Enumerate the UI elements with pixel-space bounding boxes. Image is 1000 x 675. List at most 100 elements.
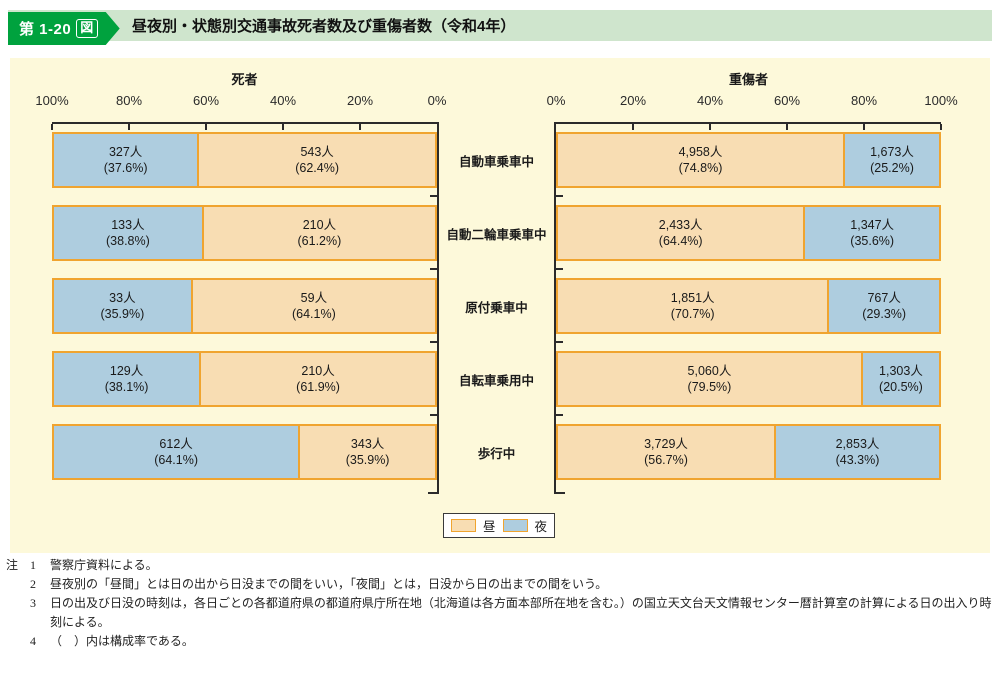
night-segment: 327人 (37.6%)	[54, 134, 198, 186]
legend-night-label: 夜	[534, 520, 548, 534]
segment-value: 612人	[159, 436, 193, 451]
legend-day-label: 昼	[482, 520, 496, 534]
segment-percent: (64.1%)	[154, 453, 198, 467]
day-segment: 1,851人 (70.7%)	[558, 280, 828, 332]
segment-percent: (35.9%)	[345, 453, 390, 467]
segment-value: 1,303人	[879, 363, 923, 378]
night-segment: 1,673人 (25.2%)	[842, 134, 939, 186]
axis-tick-label: 0%	[427, 93, 447, 108]
axis-tick	[709, 124, 711, 130]
axis-tick	[863, 124, 865, 130]
segment-value: 210人	[301, 363, 335, 378]
day-segment: 343人 (35.9%)	[298, 426, 435, 478]
day-segment: 59人 (64.1%)	[190, 280, 435, 332]
segment-percent: (70.7%)	[670, 307, 715, 321]
row-boundary-tick	[556, 195, 563, 197]
axis-baseline	[554, 122, 556, 494]
segment-value: 1,673人	[870, 144, 914, 159]
night-segment: 133人 (38.8%)	[54, 207, 202, 259]
night-segment: 2,853人 (43.3%)	[774, 426, 939, 478]
segment-value: 4,958人	[678, 144, 723, 159]
axis-tick-label: 40%	[269, 93, 297, 108]
row-boundary-tick	[556, 341, 563, 343]
bar-row: 5,060人 (79.5%) 1,303人 (20.5%)	[556, 351, 941, 407]
axis-tick-label: 80%	[850, 93, 878, 108]
note-1: 1 警察庁資料による。	[30, 558, 158, 572]
day-segment: 4,958人 (74.8%)	[558, 134, 843, 186]
figure-number-badge: 第 1-20 図	[8, 12, 120, 45]
segment-percent: (25.2%)	[870, 161, 914, 175]
axis-tick	[128, 124, 130, 130]
note-4: 4 （ ）内は構成率である。	[30, 634, 194, 648]
legend-night-swatch	[502, 519, 528, 532]
axis-tick	[632, 124, 634, 130]
axis-tick-label: 60%	[773, 93, 801, 108]
segment-value: 5,060人	[687, 363, 732, 378]
segment-percent: (43.3%)	[835, 453, 880, 467]
bar-row: 3,729人 (56.7%) 2,853人 (43.3%)	[556, 424, 941, 480]
figure-number-text: 第 1-20	[19, 21, 72, 38]
segment-value: 343人	[350, 436, 385, 451]
legend: 昼 夜	[443, 513, 555, 538]
axis-end-tick	[556, 492, 565, 494]
axis-line	[556, 122, 941, 124]
right-chart-title: 重傷者	[728, 72, 768, 87]
segment-percent: (74.8%)	[678, 161, 723, 175]
night-segment: 33人 (35.9%)	[54, 280, 191, 332]
segment-value: 129人	[109, 363, 144, 378]
segment-percent: (37.6%)	[103, 161, 148, 175]
bar-row: 133人 (38.8%) 210人 (61.2%)	[52, 205, 437, 261]
axis-end-tick	[428, 492, 437, 494]
segment-value: 210人	[302, 217, 337, 232]
bar-row: 33人 (35.9%) 59人 (64.1%)	[52, 278, 437, 334]
segment-percent: (20.5%)	[879, 380, 923, 394]
segment-percent: (64.4%)	[658, 234, 703, 248]
segment-percent: (62.4%)	[295, 161, 339, 175]
night-segment: 612人 (64.1%)	[54, 426, 299, 478]
category-label: 自動二輪車乗車中	[446, 227, 547, 242]
segment-percent: (38.8%)	[106, 234, 150, 248]
segment-value: 1,347人	[850, 217, 895, 232]
segment-value: 543人	[300, 144, 334, 159]
chart-panel: 死者 重傷者 昼 夜 100% 80% 60% 40% 20% 0% 327人 (37.6%)…	[10, 58, 990, 553]
segment-value: 33人	[109, 290, 136, 305]
note-3: 3 日の出及び日没の時刻は，各日ごとの各都道府県の都道府県庁所在地（北海道は各方…	[30, 596, 992, 629]
segment-percent: (35.6%)	[850, 234, 895, 248]
axis-tick	[359, 124, 361, 130]
night-segment: 129人 (38.1%)	[54, 353, 200, 405]
day-segment: 210人 (61.2%)	[201, 207, 435, 259]
segment-value: 2,433人	[658, 217, 703, 232]
row-boundary-tick	[430, 268, 437, 270]
night-segment: 767人 (29.3%)	[827, 280, 939, 332]
bar-row: 129人 (38.1%) 210人 (61.9%)	[52, 351, 437, 407]
segment-value: 767人	[867, 290, 901, 305]
night-segment: 1,303人 (20.5%)	[860, 353, 939, 405]
bar-row: 327人 (37.6%) 543人 (62.4%)	[52, 132, 437, 188]
axis-tick	[205, 124, 207, 130]
segment-percent: (61.2%)	[297, 234, 342, 248]
segment-percent: (64.1%)	[291, 307, 336, 321]
row-boundary-tick	[430, 195, 437, 197]
row-boundary-tick	[430, 341, 437, 343]
bar-row: 2,433人 (64.4%) 1,347人 (35.6%)	[556, 205, 941, 261]
day-segment: 210人 (61.9%)	[199, 353, 435, 405]
day-segment: 3,729人 (56.7%)	[558, 426, 775, 478]
axis-line	[52, 122, 437, 124]
segment-percent: (29.3%)	[862, 307, 907, 321]
bar-row: 4,958人 (74.8%) 1,673人 (25.2%)	[556, 132, 941, 188]
figure-title: 昼夜別・状態別交通事故死者数及び重傷者数（令和4年）	[132, 18, 516, 35]
axis-tick-label: 0%	[546, 93, 566, 108]
day-segment: 2,433人 (64.4%)	[558, 207, 804, 259]
axis-tick-label: 100%	[924, 93, 958, 108]
notes-prefix: 注	[6, 558, 19, 572]
segment-value: 133人	[111, 217, 145, 232]
segment-percent: (56.7%)	[644, 453, 688, 467]
axis-tick-label: 20%	[619, 93, 647, 108]
bar-row: 612人 (64.1%) 343人 (35.9%)	[52, 424, 437, 480]
row-boundary-tick	[430, 414, 437, 416]
segment-percent: (35.9%)	[100, 307, 145, 321]
axis-baseline	[437, 122, 439, 494]
axis-tick-label: 60%	[192, 93, 220, 108]
segment-value: 1,851人	[670, 290, 715, 305]
axis-tick-label: 80%	[115, 93, 143, 108]
